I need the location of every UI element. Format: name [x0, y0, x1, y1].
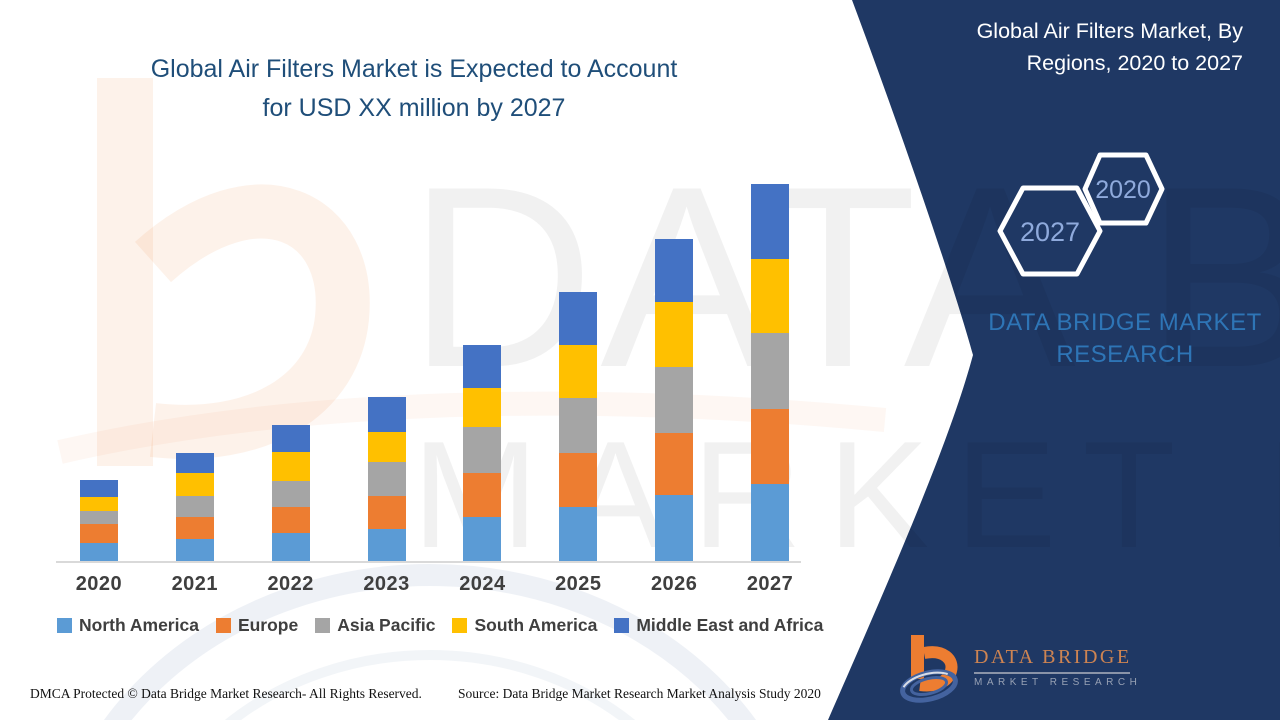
- bar-segment-2027-asia-pacific: [751, 333, 790, 409]
- x-tick-label-2025: 2025: [555, 573, 602, 595]
- x-tick-label-2026: 2026: [650, 573, 698, 595]
- legend-label: Asia Pacific: [337, 615, 436, 635]
- bar-column-2023: [339, 184, 435, 561]
- x-tick-label-2020: 2020: [75, 573, 123, 595]
- bar-column-2027: [722, 184, 818, 561]
- bar-segment-2022-north-america: [271, 533, 310, 561]
- x-axis-labels: 2020 2021 2022 2023 2024 2025 2026 2027: [51, 573, 818, 596]
- legend-swatch-icon: [452, 618, 468, 633]
- legend-item-north-america: North America: [57, 615, 199, 636]
- bar-column-2026: [626, 184, 722, 561]
- bar-stack-2025: [559, 292, 598, 561]
- legend-swatch-icon: [57, 618, 72, 633]
- chart-title: Global Air Filters Market is Expected to…: [150, 55, 678, 122]
- bar-segment-2027-middle-east-and-africa: [751, 184, 790, 259]
- legend-label: South America: [474, 615, 598, 635]
- bar-segment-2023-middle-east-and-africa: [367, 397, 406, 432]
- bar-segment-2022-asia-pacific: [271, 481, 310, 507]
- x-tick-label-2023: 2023: [363, 573, 410, 595]
- bar-stack-2023: [367, 397, 406, 561]
- bar-segment-2023-asia-pacific: [367, 462, 406, 496]
- bar-segment-2024-asia-pacific: [463, 427, 502, 473]
- bar-segment-2026-middle-east-and-africa: [655, 239, 694, 302]
- bar-column-2022: [243, 184, 339, 561]
- bar-segment-2021-asia-pacific: [175, 496, 214, 517]
- logo-divider: [974, 672, 1130, 674]
- bar-segment-2025-europe: [559, 453, 598, 507]
- stacked-bar-chart: [51, 184, 818, 561]
- bar-segment-2021-north-america: [175, 539, 214, 561]
- chart-bars: [51, 184, 818, 561]
- bar-segment-2026-south-america: [655, 302, 694, 367]
- bar-segment-2023-north-america: [367, 529, 406, 561]
- bar-segment-2026-north-america: [655, 495, 694, 561]
- x-axis-line: [56, 561, 801, 563]
- logo-market-research-text: MARKET RESEARCH: [974, 676, 1142, 688]
- legend-item-middle-east-and-africa: Middle East and Africa: [614, 615, 823, 636]
- dbmr-logo-b-icon: [900, 635, 958, 703]
- bar-segment-2025-asia-pacific: [559, 398, 598, 453]
- bar-segment-2025-middle-east-and-africa: [559, 292, 598, 345]
- bar-column-2020: [51, 184, 147, 561]
- bar-segment-2021-europe: [175, 517, 214, 539]
- x-tick-label-2024: 2024: [459, 573, 506, 595]
- bar-segment-2027-south-america: [751, 259, 790, 333]
- bar-segment-2021-south-america: [175, 473, 214, 496]
- x-tick-label-2021: 2021: [171, 573, 219, 595]
- bar-segment-2023-south-america: [367, 432, 406, 462]
- bar-segment-2026-asia-pacific: [655, 367, 694, 433]
- dbmr-logo-text: DATA BRIDGE MARKET RESEARCH: [974, 646, 1141, 688]
- bar-segment-2023-europe: [367, 496, 406, 529]
- legend-label: Middle East and Africa: [636, 615, 824, 635]
- bar-segment-2022-south-america: [271, 452, 310, 481]
- bar-segment-2020-asia-pacific: [79, 511, 118, 524]
- x-tick-label-2022: 2022: [267, 573, 314, 595]
- bar-column-2025: [530, 184, 626, 561]
- legend-item-asia-pacific: Asia Pacific: [315, 615, 435, 636]
- bar-segment-2026-europe: [655, 433, 694, 495]
- bar-stack-2020: [79, 480, 118, 561]
- x-tick-label-2027: 2027: [746, 573, 794, 595]
- bar-segment-2020-middle-east-and-africa: [79, 480, 118, 497]
- bar-stack-2022: [271, 425, 310, 561]
- logo-data-bridge-text: DATA BRIDGE: [974, 646, 1132, 669]
- bar-segment-2020-south-america: [79, 497, 118, 511]
- dmca-footer-text: DMCA Protected © Data Bridge Market Rese…: [30, 686, 422, 701]
- source-footer-text: Source: Data Bridge Market Research Mark…: [458, 686, 821, 701]
- legend-label: Europe: [237, 615, 299, 635]
- panel-wordmark: DATA BRIDGE MARKET RESEARCH: [988, 309, 1262, 369]
- bar-segment-2022-middle-east-and-africa: [271, 425, 310, 452]
- bar-column-2024: [435, 184, 531, 561]
- bar-segment-2025-north-america: [559, 507, 598, 561]
- bar-segment-2024-middle-east-and-africa: [463, 345, 502, 388]
- bar-segment-2024-south-america: [463, 388, 502, 427]
- dbmr-logo: DATA BRIDGE MARKET RESEARCH: [898, 631, 1141, 703]
- bar-stack-2024: [463, 345, 502, 561]
- bar-stack-2027: [751, 184, 790, 561]
- bar-stack-2021: [175, 453, 214, 561]
- bar-segment-2024-europe: [463, 473, 502, 517]
- bar-segment-2021-middle-east-and-africa: [175, 453, 214, 473]
- legend-item-south-america: South America: [452, 615, 597, 636]
- bar-segment-2020-north-america: [79, 543, 118, 561]
- bar-segment-2027-europe: [751, 409, 790, 484]
- bar-stack-2026: [655, 239, 694, 561]
- bar-segment-2020-europe: [79, 524, 118, 543]
- legend-swatch-icon: [315, 618, 331, 633]
- legend-item-europe: Europe: [215, 615, 299, 636]
- bar-segment-2025-south-america: [559, 345, 598, 398]
- bar-segment-2027-north-america: [751, 484, 790, 561]
- bar-column-2021: [147, 184, 243, 561]
- legend-label: North America: [79, 615, 199, 635]
- bar-segment-2024-north-america: [463, 517, 502, 561]
- legend-swatch-icon: [215, 618, 231, 633]
- bar-segment-2022-europe: [271, 507, 310, 533]
- chart-legend: North America Europe Asia Pacific South Ame…: [57, 615, 823, 636]
- panel-title: Global Air Filters Market, By Regions, 2…: [976, 19, 1243, 76]
- legend-swatch-icon: [614, 618, 630, 633]
